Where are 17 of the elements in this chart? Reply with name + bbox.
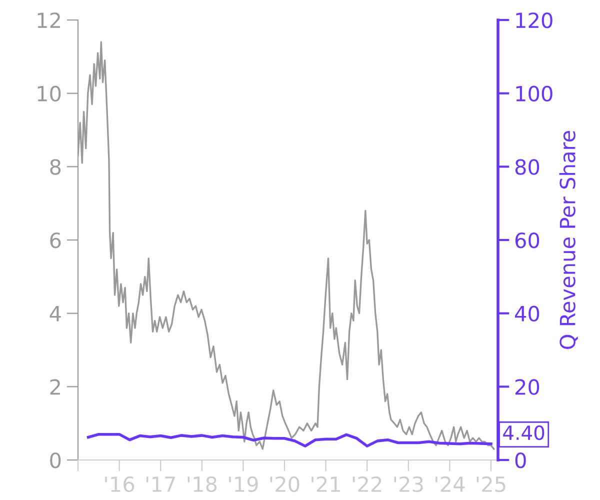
- y-tick-label: 2: [50, 379, 60, 395]
- y-tick-label: 10: [38, 86, 61, 102]
- y-tick-label: 4: [50, 306, 61, 322]
- y-tick-label: 0: [50, 452, 61, 468]
- y-tick-label: 6: [50, 232, 61, 248]
- y2-tick-label: 120: [516, 12, 552, 28]
- y2-tick-label: 60: [515, 232, 540, 248]
- y2-axis-title: Q Revenue Per Share: [559, 130, 578, 349]
- y2-tick-label: 100: [516, 86, 552, 102]
- y2-tick-label: 20: [516, 379, 540, 395]
- y2-tick-label: 80: [515, 159, 540, 175]
- y-tick-label: 12: [38, 12, 60, 28]
- y2-tick-label: 40: [514, 306, 540, 322]
- data-label: 4.40: [503, 425, 544, 440]
- line-series: [86, 432, 492, 448]
- y-tick-label: 8: [50, 159, 61, 175]
- y2-tick-label: 0: [515, 452, 526, 468]
